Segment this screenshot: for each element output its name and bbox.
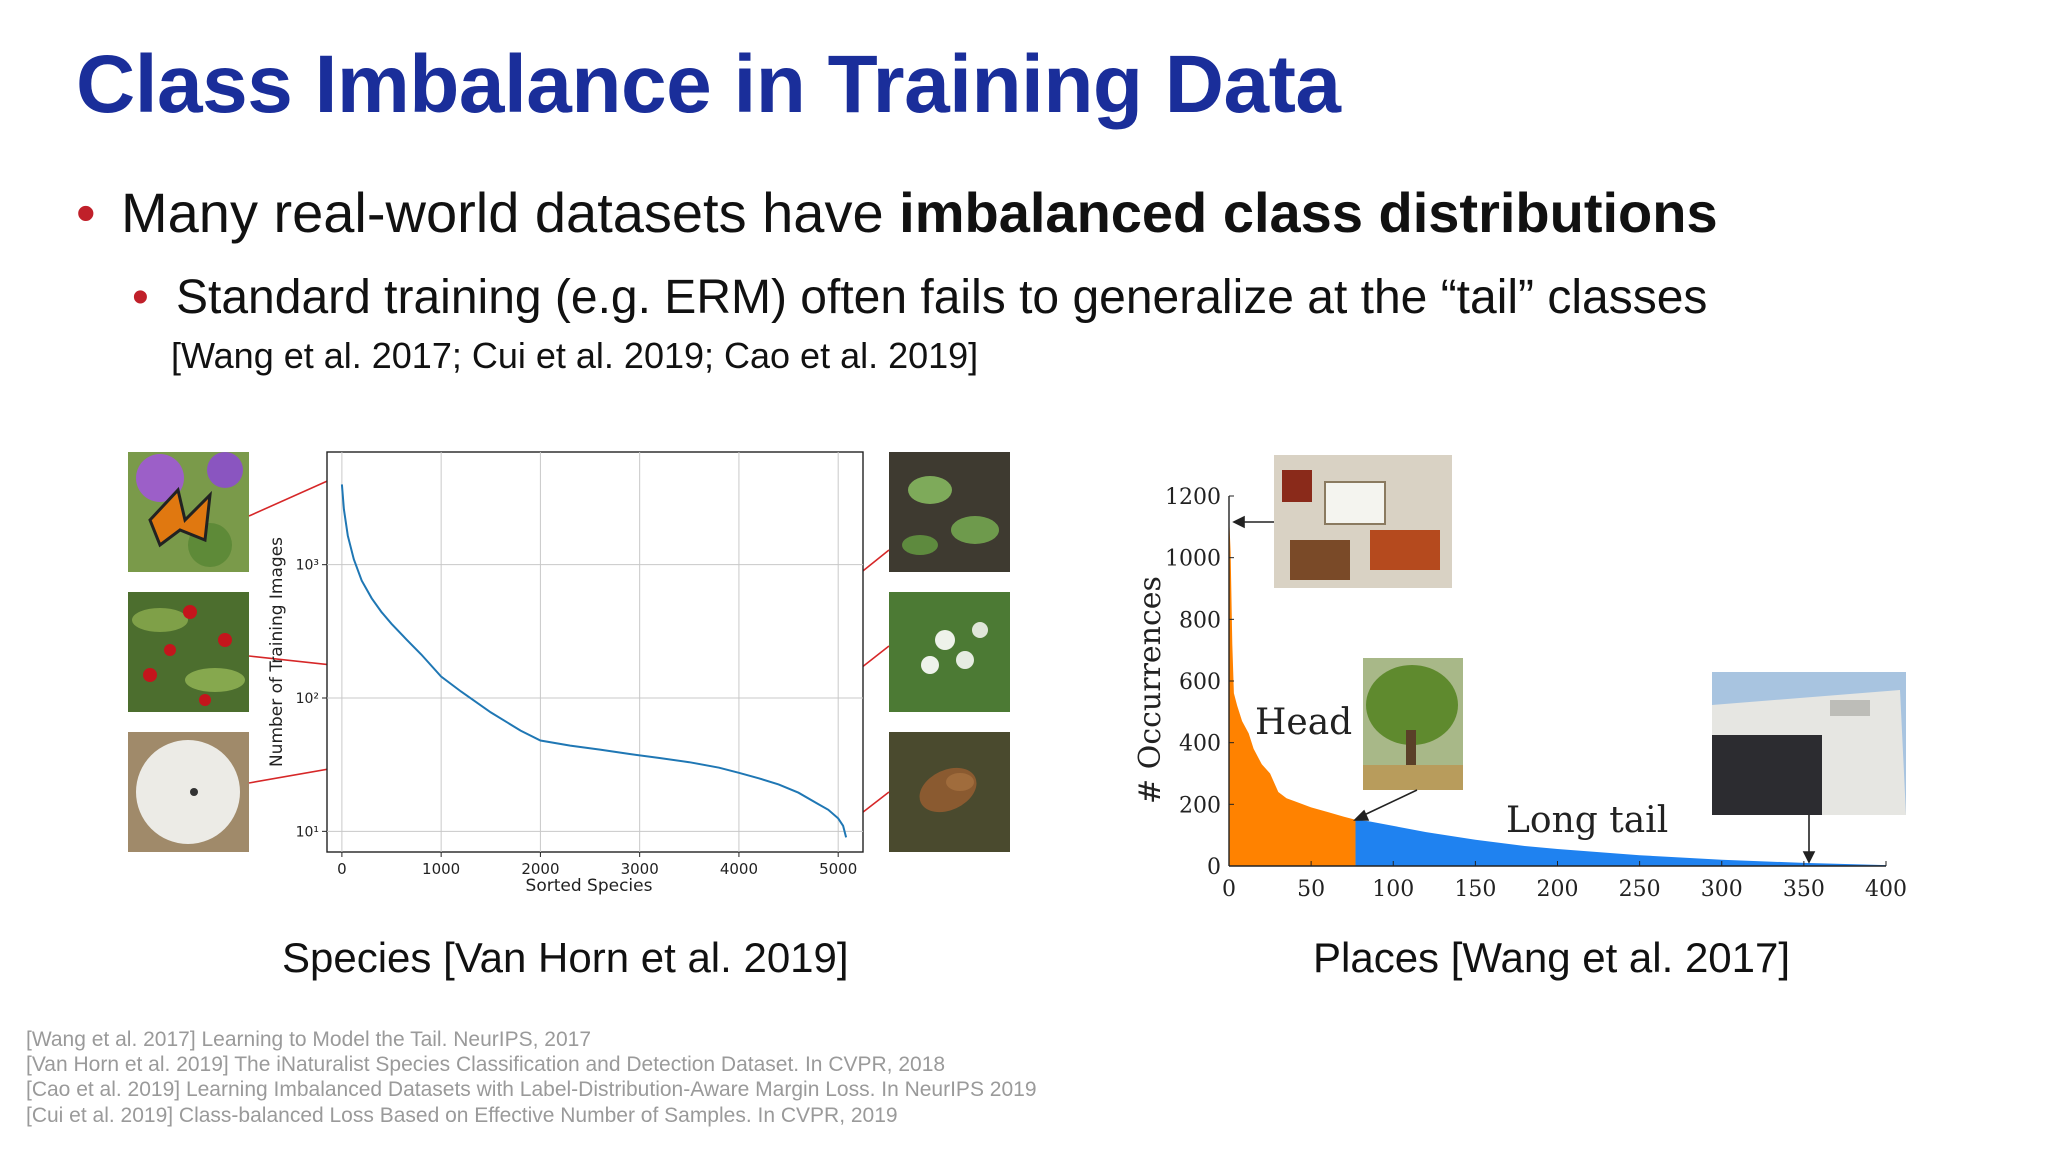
- species-y-tick-label: 10¹: [296, 824, 319, 840]
- bullet-1-plain: Many real-world datasets have: [121, 181, 900, 244]
- tail-area: [1355, 819, 1886, 866]
- sand-dollar-photo: [128, 732, 249, 852]
- places-x-tick-label: 400: [1865, 877, 1907, 902]
- species-y-tick-label: 10³: [296, 558, 319, 574]
- species-y-tick-label: 10²: [296, 691, 319, 707]
- species-x-tick-label: 3000: [621, 860, 659, 878]
- red-berries-photo: [128, 592, 249, 712]
- annotation-arrows: [1232, 515, 1816, 864]
- species-x-tick-label: 5000: [819, 860, 857, 878]
- places-x-tick-label: 0: [1222, 877, 1236, 902]
- places-figure: 0 50 100 150 200 250 300 350 400 0 200 400 600 800 10…: [1133, 455, 1907, 902]
- tree-field-photo: [1363, 658, 1463, 790]
- species-y-axis-label: Number of Training Images: [267, 537, 287, 767]
- bullet-2-text: Standard training (e.g. ERM) often fails…: [176, 271, 1708, 324]
- species-x-tick-label: 2000: [521, 860, 559, 878]
- places-x-tick-label: 50: [1297, 877, 1325, 902]
- living-room-photo: [1274, 455, 1452, 588]
- slide-title: Class Imbalance in Training Data: [76, 39, 1341, 130]
- species-x-ticks: 0 1000 2000 3000 4000 5000: [337, 852, 857, 878]
- species-x-tick-label: 1000: [422, 860, 460, 878]
- places-y-tick-label: 0: [1207, 855, 1221, 880]
- places-caption: Places [Wang et al. 2017]: [1313, 934, 1791, 981]
- places-y-tick-label: 600: [1179, 670, 1221, 695]
- species-grid: [327, 452, 863, 852]
- species-plot-frame: [326, 451, 864, 853]
- places-x-tick-label: 150: [1454, 877, 1496, 902]
- bullet-1-bold: imbalanced class distributions: [899, 181, 1718, 244]
- species-x-tick-label: 0: [337, 860, 347, 878]
- places-areas: [1229, 514, 1886, 866]
- long-tail-annotation: Long tail: [1506, 800, 1668, 841]
- places-x-tick-label: 200: [1537, 877, 1579, 902]
- places-y-tick-label: 1200: [1165, 485, 1221, 510]
- library-building-photo: [1712, 672, 1906, 815]
- species-x-tick-label: 4000: [720, 860, 758, 878]
- white-flower-photo: [889, 592, 1010, 712]
- ground-plant-photo: [889, 452, 1010, 572]
- places-x-tick-label: 300: [1701, 877, 1743, 902]
- head-annotation: Head: [1255, 702, 1352, 743]
- bullet-2-citation: [Wang et al. 2017; Cui et al. 2019; Cao …: [171, 335, 979, 376]
- places-x-tick-label: 100: [1372, 877, 1414, 902]
- places-y-tick-label: 200: [1179, 793, 1221, 818]
- species-x-axis-label: Sorted Species: [526, 876, 653, 896]
- reference-2: [Van Horn et al. 2019] The iNaturalist S…: [26, 1053, 946, 1076]
- cicada-photo: [889, 732, 1010, 852]
- places-y-tick-label: 800: [1179, 608, 1221, 633]
- species-series-line: [340, 484, 848, 838]
- reference-4: [Cui et al. 2019] Class-balanced Loss Ba…: [26, 1104, 898, 1127]
- bullet-dot: •: [76, 181, 96, 244]
- places-x-ticks: 0 50 100 150 200 250 300 350 400: [1222, 861, 1907, 902]
- head-area: [1229, 514, 1356, 866]
- places-y-ticks: 0 200 400 600 800 1000 1200: [1165, 485, 1234, 880]
- species-caption: Species [Van Horn et al. 2019]: [282, 934, 849, 981]
- places-x-tick-label: 350: [1783, 877, 1825, 902]
- places-y-tick-label: 400: [1179, 732, 1221, 757]
- places-x-tick-label: 250: [1619, 877, 1661, 902]
- places-y-tick-label: 1000: [1165, 547, 1221, 572]
- butterfly-photo: [128, 452, 249, 572]
- reference-3: [Cao et al. 2019] Learning Imbalanced Da…: [26, 1078, 1037, 1101]
- bullet-1-text: Many real-world datasets have imbalanced…: [121, 180, 1718, 245]
- species-figure: 0 1000 2000 3000 4000 5000 10¹ 10² 10³ Sorted S…: [128, 451, 1010, 896]
- bullet-dot: •: [132, 271, 149, 324]
- species-y-ticks: 10¹ 10² 10³: [296, 558, 327, 840]
- places-y-axis-label: # Occurrences: [1133, 576, 1168, 804]
- reference-1: [Wang et al. 2017] Learning to Model the…: [26, 1028, 592, 1051]
